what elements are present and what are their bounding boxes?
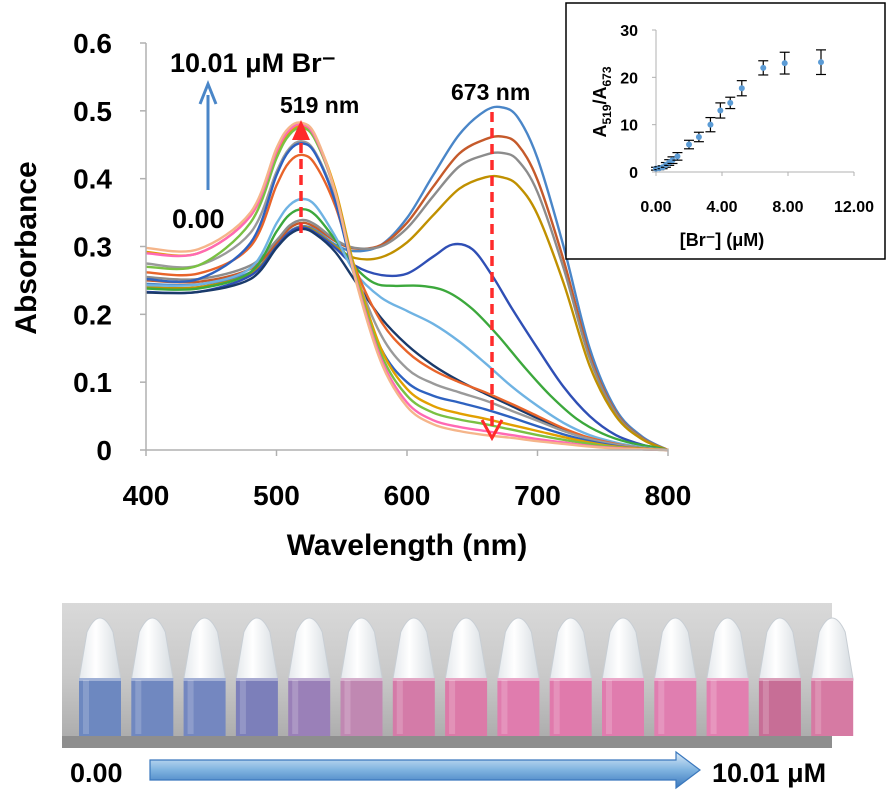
spectrum-curve-9 xyxy=(145,140,669,452)
tube xyxy=(130,617,174,736)
peak-673-label: 673 nm xyxy=(451,79,530,105)
x-tick-label: 700 xyxy=(514,480,561,511)
y-tick-label: 0.2 xyxy=(73,299,112,330)
y-tick-label: 0.4 xyxy=(73,164,112,195)
y-tick-label: 0.5 xyxy=(73,96,112,127)
spectrum-curve-2 xyxy=(145,151,669,452)
bottom-gradient-arrow xyxy=(149,750,701,790)
y-axis-title: Absorbance xyxy=(10,161,43,334)
inset-axis-ticks: 0.00 4.00 8.00 12.00 0 10 20 30 xyxy=(620,23,874,216)
y-tick-label: 0.3 xyxy=(73,232,112,263)
concentration-top-label: 10.01 μM Br⁻ xyxy=(170,48,336,78)
inset-data-point xyxy=(725,96,736,110)
y-tick-label: 0 xyxy=(96,435,112,466)
tube xyxy=(287,617,331,736)
bottom-start-label: 0.00 xyxy=(70,758,123,788)
tube xyxy=(339,617,384,736)
inset-x-tick-label: 8.00 xyxy=(772,199,803,216)
inset-y-tick-label: 10 xyxy=(620,118,638,135)
peak-673-arrow xyxy=(480,112,504,442)
inset-data-point xyxy=(705,116,716,133)
tube xyxy=(183,617,227,736)
x-axis-title: Wavelength (nm) xyxy=(287,529,528,562)
tube-row xyxy=(78,617,854,736)
inset-data-point xyxy=(736,80,747,97)
peak-519-arrow xyxy=(292,120,310,233)
inset-y-axis-title: A519/A673 xyxy=(590,66,614,137)
concentration-arrow xyxy=(198,79,218,190)
inset-x-tick-label: 12.00 xyxy=(834,199,874,216)
tube xyxy=(496,617,540,736)
tube xyxy=(601,617,645,736)
tube xyxy=(653,617,697,736)
peak-519-label: 519 nm xyxy=(280,92,359,118)
tube-photo xyxy=(62,603,854,748)
inset-data-point xyxy=(693,131,704,143)
tube xyxy=(706,617,750,736)
tube xyxy=(444,617,488,736)
spectrum-curve-10 xyxy=(145,142,669,452)
inset-frame xyxy=(565,2,886,260)
y-tick-label: 0.6 xyxy=(73,28,112,59)
inset-y-tick-label: 20 xyxy=(620,70,638,87)
inset-data-point xyxy=(672,151,683,161)
inset-data-points xyxy=(651,49,826,172)
inset-ratio-chart: 0.00 4.00 8.00 12.00 0 10 20 30 [Br⁻] (μM) A519… xyxy=(565,2,886,260)
x-tick-label: 400 xyxy=(123,480,170,511)
spectrum-curve-1 xyxy=(145,135,669,452)
spectrum-curve-8 xyxy=(145,153,669,452)
x-tick-label: 600 xyxy=(384,480,431,511)
inset-data-point xyxy=(816,49,826,76)
inset-data-point xyxy=(758,60,769,76)
axis-ticks: 400 500 600 700 800 0 0.1 0.2 0.3 0.4 0.5 0.6 xyxy=(73,28,691,511)
photo-shelf xyxy=(62,736,832,748)
spectrum-curve-11 xyxy=(145,124,669,452)
inset-y-tick-label: 0 xyxy=(629,165,638,182)
inset-y-tick-label: 30 xyxy=(620,23,638,40)
inset-x-tick-label: 4.00 xyxy=(706,199,737,216)
x-tick-label: 800 xyxy=(645,480,692,511)
inset-data-point xyxy=(779,51,790,75)
spectrum-curve-4 xyxy=(145,226,669,452)
tube xyxy=(392,617,436,736)
spectrum-curves xyxy=(145,105,669,452)
tube xyxy=(549,617,593,736)
inset-x-tick-label: 0.00 xyxy=(640,199,671,216)
inset-data-point xyxy=(715,102,726,119)
spectrum-curve-14 xyxy=(145,121,669,452)
spectrum-curve-12 xyxy=(145,126,669,452)
inset-x-axis-title: [Br⁻] (μM) xyxy=(680,230,765,250)
tube xyxy=(810,617,854,736)
absorbance-spectrum-chart: 400 500 600 700 800 0 0.1 0.2 0.3 0.4 0.5 0.6 Wavel… xyxy=(10,28,691,562)
tube xyxy=(78,617,122,736)
tube xyxy=(758,617,802,736)
spectrum-curve-5 xyxy=(145,208,669,452)
y-tick-label: 0.1 xyxy=(73,367,112,398)
spectrum-curve-6 xyxy=(145,197,669,452)
bottom-end-label: 10.01 μM xyxy=(712,758,826,788)
concentration-bottom-label: 0.00 xyxy=(172,204,225,234)
x-tick-label: 500 xyxy=(253,480,300,511)
inset-data-point xyxy=(684,139,694,150)
tube xyxy=(235,617,279,736)
